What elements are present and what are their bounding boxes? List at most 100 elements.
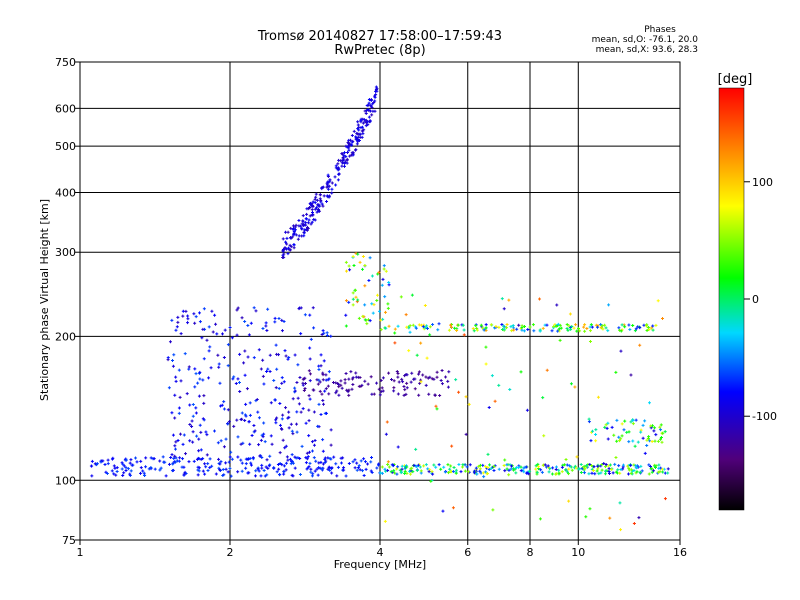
- data-point: [158, 459, 162, 463]
- data-point: [532, 329, 536, 333]
- data-point: [360, 125, 364, 129]
- data-point: [312, 326, 316, 330]
- data-point: [345, 269, 349, 273]
- x-axis-ticks: 1 2 4 6 8 10 16: [77, 540, 687, 559]
- data-point: [528, 469, 532, 473]
- data-point: [461, 323, 465, 327]
- data-point: [409, 472, 413, 476]
- data-point: [545, 323, 549, 327]
- data-point: [335, 389, 339, 393]
- data-point: [327, 184, 331, 188]
- data-point: [176, 315, 180, 319]
- data-point: [454, 378, 458, 382]
- data-point: [350, 133, 354, 137]
- data-point: [159, 466, 163, 470]
- data-point: [327, 370, 331, 374]
- data-point: [637, 516, 641, 520]
- data-point: [437, 322, 441, 326]
- data-point: [631, 439, 635, 443]
- data-point: [382, 267, 386, 271]
- data-point: [185, 392, 189, 396]
- data-point: [269, 434, 273, 438]
- data-point: [440, 368, 444, 372]
- data-point: [318, 204, 322, 208]
- data-point: [192, 459, 196, 463]
- data-point: [174, 460, 178, 464]
- data-point: [419, 469, 423, 473]
- data-point: [484, 345, 488, 349]
- data-point: [284, 444, 288, 448]
- data-point: [405, 381, 409, 385]
- data-point: [177, 368, 181, 372]
- data-point: [505, 322, 509, 326]
- data-point: [171, 364, 175, 368]
- data-point: [152, 457, 156, 461]
- data-point: [582, 325, 586, 329]
- data-point: [247, 333, 251, 337]
- data-point: [243, 349, 247, 353]
- data-point: [415, 465, 419, 469]
- data-point: [363, 379, 367, 383]
- data-point: [217, 362, 221, 366]
- data-point: [170, 469, 174, 473]
- data-point: [187, 460, 191, 464]
- data-point: [358, 260, 362, 264]
- data-point: [438, 393, 442, 397]
- data-point: [600, 468, 604, 472]
- data-point: [220, 332, 224, 336]
- data-point: [607, 467, 611, 471]
- data-point: [316, 203, 320, 207]
- colorbar: [718, 87, 745, 511]
- data-point: [235, 333, 239, 337]
- data-point: [660, 467, 664, 471]
- data-point: [202, 401, 206, 405]
- data-point: [599, 326, 603, 330]
- point-cluster: [344, 251, 391, 328]
- data-point: [226, 364, 230, 368]
- data-point: [311, 200, 315, 204]
- data-point: [220, 403, 224, 407]
- data-point: [227, 460, 231, 464]
- data-point: [284, 468, 288, 472]
- data-point: [306, 466, 310, 470]
- data-point: [305, 457, 309, 461]
- data-point: [329, 428, 333, 432]
- data-point: [419, 380, 423, 384]
- data-point: [379, 390, 383, 394]
- data-point: [208, 457, 212, 461]
- data-point: [194, 372, 198, 376]
- data-point: [173, 393, 177, 397]
- data-point: [336, 168, 340, 172]
- data-point: [576, 327, 580, 331]
- data-point: [312, 217, 316, 221]
- data-point: [589, 464, 593, 468]
- data-point: [228, 455, 232, 459]
- data-point: [383, 467, 387, 471]
- data-point: [174, 440, 178, 444]
- data-point: [202, 394, 206, 398]
- data-point: [652, 429, 656, 433]
- data-point: [90, 459, 94, 463]
- data-point: [290, 459, 294, 463]
- data-point: [380, 283, 384, 287]
- data-point: [656, 439, 660, 443]
- data-point: [389, 470, 393, 474]
- data-point: [211, 330, 215, 334]
- data-point: [278, 462, 282, 466]
- data-point: [321, 378, 325, 382]
- data-point: [228, 466, 232, 470]
- data-point: [411, 470, 415, 474]
- data-point: [403, 469, 407, 473]
- data-point: [261, 326, 265, 330]
- point-cluster: [587, 417, 667, 444]
- data-point: [236, 377, 240, 381]
- data-point: [282, 252, 286, 256]
- data-point: [290, 473, 294, 477]
- data-point: [558, 323, 562, 327]
- data-point: [342, 466, 346, 470]
- data-point: [291, 224, 295, 228]
- data-point: [650, 440, 654, 444]
- data-point: [320, 332, 324, 336]
- data-point: [275, 367, 279, 371]
- data-point: [304, 221, 308, 225]
